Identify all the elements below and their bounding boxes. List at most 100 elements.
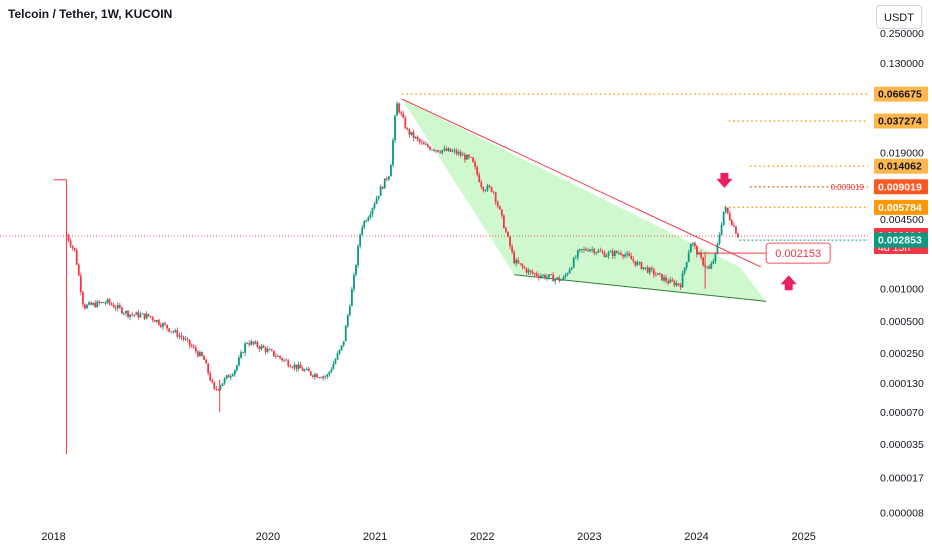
candle-body	[735, 226, 737, 234]
candle-body	[599, 250, 602, 252]
candle-body	[153, 319, 156, 322]
candle-body	[527, 270, 530, 273]
candle-body	[118, 304, 121, 308]
candle-body	[661, 273, 663, 281]
candle-body	[449, 148, 452, 152]
candle-body	[607, 252, 610, 256]
candle-body	[502, 215, 505, 229]
candle-body	[351, 289, 353, 307]
candle-body	[498, 206, 501, 210]
candle-body	[710, 263, 713, 269]
candle-body	[597, 250, 600, 253]
candle-body	[539, 275, 542, 278]
candle-body	[256, 341, 259, 347]
candle-body	[69, 240, 72, 246]
candle-body	[314, 374, 316, 377]
candle-body	[461, 154, 464, 156]
candle-body	[291, 367, 294, 368]
wedge-upper-trendline	[401, 98, 762, 268]
candle-body	[353, 274, 355, 290]
candle-body	[468, 154, 470, 158]
candle-body	[433, 149, 435, 151]
candle-body	[307, 368, 310, 372]
price-label-box-5	[874, 199, 928, 215]
candle-body	[375, 198, 378, 204]
candle-body	[392, 140, 394, 166]
candle-body	[439, 151, 442, 153]
candle-body	[488, 185, 491, 187]
candle-body	[172, 331, 175, 333]
candle-body	[102, 302, 105, 304]
y-tick-label: 0.001000	[880, 284, 924, 296]
candle-body	[716, 243, 719, 253]
candle-body	[268, 349, 271, 350]
candle-body	[328, 371, 331, 375]
candle-body	[81, 291, 84, 305]
candle-body	[648, 267, 651, 273]
candle-body	[693, 242, 696, 247]
candle-body	[262, 345, 265, 348]
candle-body	[219, 386, 222, 390]
candle-body	[437, 150, 440, 152]
y-tick-label: 0.000008	[880, 507, 924, 519]
candle-body	[270, 349, 273, 351]
candle-body	[396, 103, 398, 116]
candle-body	[546, 276, 548, 279]
candle-body	[470, 157, 472, 158]
candle-body	[484, 190, 487, 191]
candle-body	[640, 262, 643, 270]
candle-body	[576, 250, 579, 258]
candle-body	[369, 214, 372, 218]
candle-body	[225, 375, 228, 379]
price-axis-background	[868, 0, 932, 550]
candle-body	[104, 302, 107, 304]
candle-body	[591, 249, 594, 250]
candle-body	[84, 304, 86, 309]
candle-body	[285, 359, 288, 361]
candle-body	[601, 251, 604, 253]
candle-body	[377, 195, 380, 199]
candle-body	[129, 314, 132, 317]
candle-body	[714, 252, 717, 262]
candle-body	[451, 150, 454, 152]
candle-body	[248, 343, 251, 345]
candle-body	[338, 349, 341, 354]
candle-body	[227, 375, 230, 378]
x-tick-label: 2024	[684, 531, 708, 543]
candle-body	[240, 352, 242, 358]
candle-body	[457, 152, 460, 154]
candle-body	[500, 209, 503, 216]
candle-body	[700, 252, 702, 258]
candle-body	[205, 359, 207, 364]
candle-body	[123, 313, 125, 315]
candle-body	[712, 261, 715, 264]
candle-body	[157, 319, 160, 325]
candle-body	[667, 281, 670, 283]
candle-body	[207, 363, 210, 374]
currency-selector-button[interactable]: USDT	[876, 5, 922, 29]
candle-body	[137, 312, 140, 318]
candle-body	[691, 242, 694, 244]
candle-body	[463, 154, 466, 160]
candle-body	[110, 303, 113, 305]
candle-body	[145, 313, 148, 319]
candle-body	[574, 257, 577, 259]
candle-body	[79, 275, 82, 292]
candle-body	[663, 277, 665, 281]
candle-body	[429, 146, 431, 150]
candle-body	[418, 139, 421, 142]
candle-body	[277, 355, 279, 357]
candle-body	[718, 234, 721, 244]
candle-body	[346, 315, 349, 327]
candle-body	[513, 251, 516, 264]
candle-body	[233, 370, 236, 375]
candle-body	[609, 251, 612, 253]
y-tick-label: 0.019000	[880, 147, 924, 159]
candle-body	[459, 152, 462, 156]
candle-body	[665, 277, 668, 282]
candle-body	[176, 330, 179, 337]
candle-body	[724, 207, 727, 212]
candle-body	[529, 270, 532, 272]
candle-body	[466, 154, 468, 160]
